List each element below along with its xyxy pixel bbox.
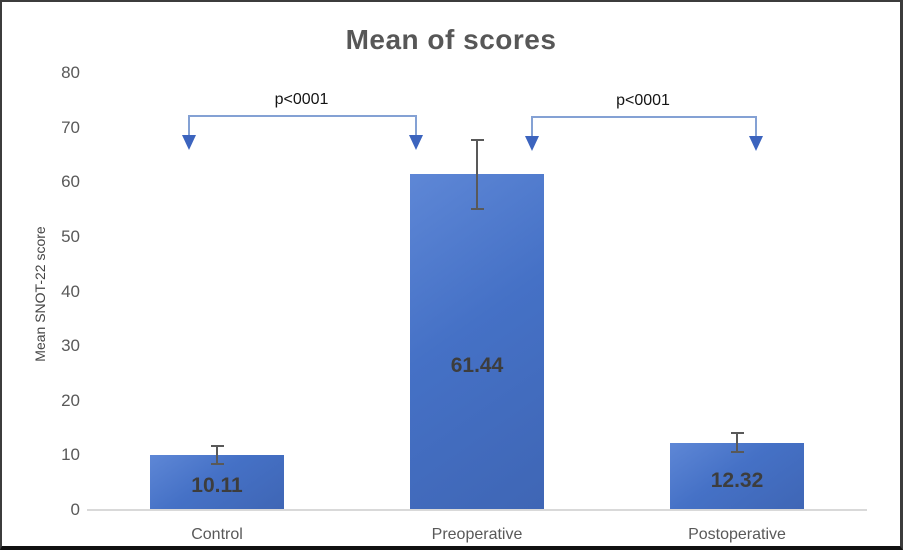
y-tick-label: 10 — [61, 445, 80, 465]
chart-title: Mean of scores — [345, 24, 557, 55]
error-bar-cap-bottom — [470, 207, 484, 210]
error-bar-cap-top — [730, 432, 744, 435]
error-bar-cap-bottom — [730, 450, 744, 453]
x-axis-line — [87, 509, 867, 511]
x-axis-label: Control — [191, 526, 243, 543]
y-tick-label: 40 — [61, 281, 80, 301]
x-axis-label: Postoperative — [688, 526, 786, 543]
y-tick-label: 50 — [61, 226, 80, 246]
y-tick-label: 80 — [61, 63, 80, 82]
bar-value-label: 61.44 — [450, 353, 504, 377]
bracket-line-vertical — [188, 115, 190, 135]
error-bar-cap-top — [210, 445, 224, 448]
bracket-line-vertical — [415, 115, 417, 135]
bar-postoperative — [670, 442, 804, 509]
bracket-line-vertical — [755, 116, 757, 136]
bar-value-label: 12.32 — [710, 469, 764, 493]
bracket-line-horizontal — [188, 115, 417, 117]
arrow-down-icon — [409, 135, 423, 150]
y-tick-label: 0 — [70, 500, 80, 519]
significance-label: p<0001 — [616, 92, 670, 109]
x-axis-label: Preoperative — [431, 526, 523, 543]
significance-label: p<0001 — [274, 91, 329, 108]
error-bar-line — [216, 446, 218, 464]
arrow-down-icon — [182, 135, 196, 150]
bar-value-label: 10.11 — [191, 474, 243, 498]
arrow-down-icon — [525, 136, 539, 151]
y-tick-label: 30 — [61, 336, 80, 356]
error-bar-line — [476, 139, 478, 209]
error-bar-cap-top — [470, 138, 484, 141]
error-bar-line — [736, 433, 738, 452]
y-tick-label: 20 — [61, 390, 80, 410]
bracket-line-vertical — [531, 116, 533, 136]
arrow-down-icon — [749, 136, 763, 151]
y-tick-label: 60 — [61, 172, 80, 192]
bracket-line-horizontal — [531, 116, 757, 118]
y-tick-label: 70 — [61, 117, 80, 137]
error-bar-cap-bottom — [210, 462, 224, 465]
bar-preoperative — [410, 174, 544, 509]
